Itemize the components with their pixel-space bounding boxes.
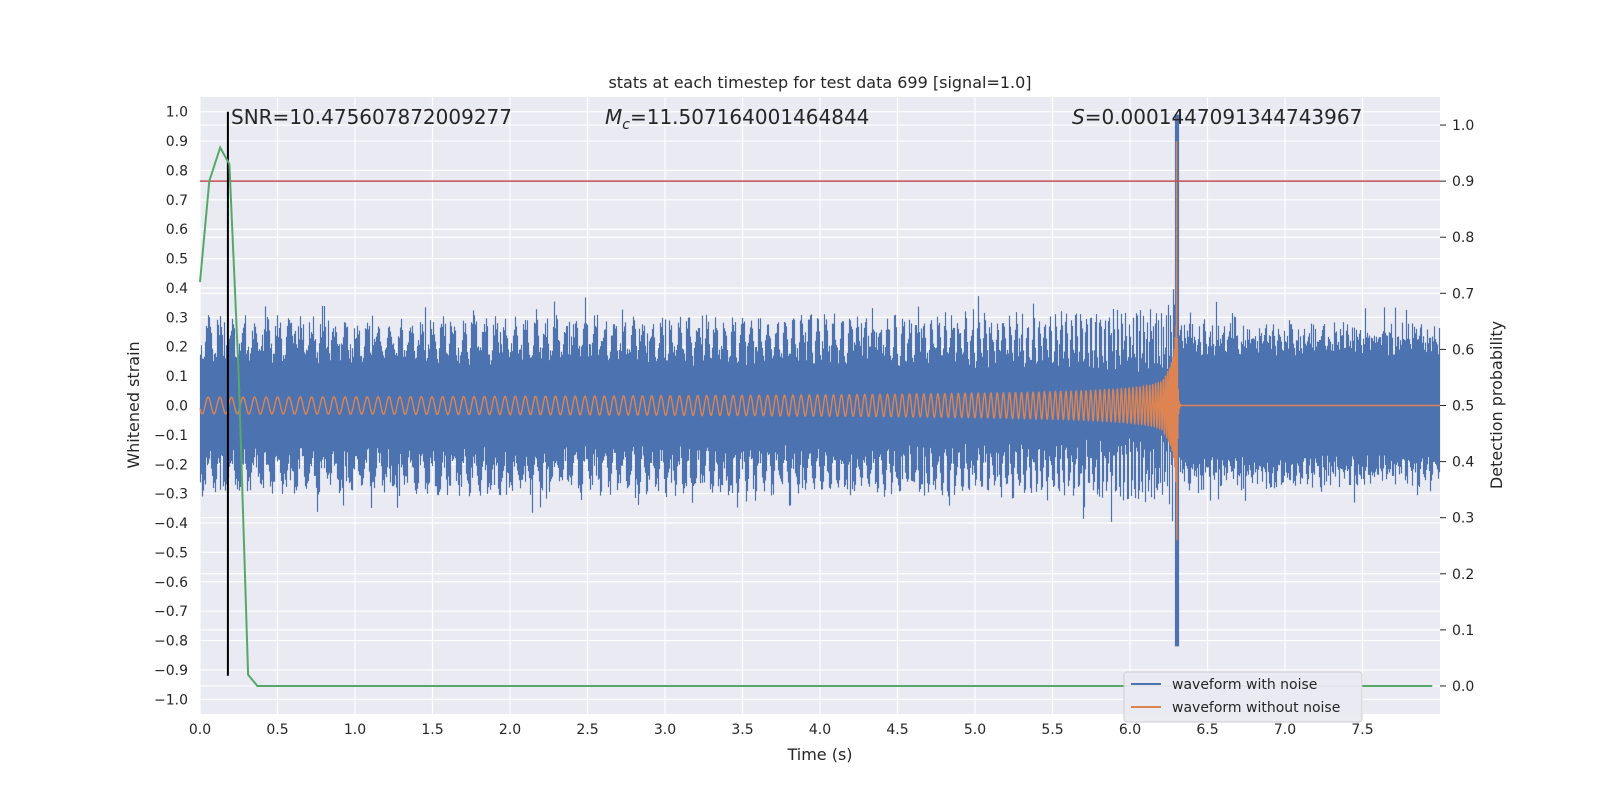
overlays: [199, 111, 1440, 687]
chart-title: stats at each timestep for test data 699…: [608, 73, 1031, 92]
x-axis-ticks: 0.0 0.5 1.0 1.5 2.0 2.5 3.0 3.5 4.0 4.5 5.0 5.5 6.0 6…: [189, 722, 1374, 738]
right-y-tick-label: 0.2: [1452, 567, 1474, 583]
chirp-mass-subscript: c: [622, 117, 630, 133]
right-y-tick-label: 0.6: [1452, 342, 1474, 358]
x-tick-label: 7.0: [1274, 722, 1296, 738]
snr-value: 10.475607872009277: [289, 105, 512, 129]
legend-box: [1123, 671, 1363, 723]
statistic-symbol: S: [1072, 105, 1085, 129]
legend: waveform with noise waveform without noi…: [1123, 671, 1363, 723]
series-waveform-without-noise: [199, 141, 1440, 541]
snr-annotation: SNR=10.475607872009277: [231, 105, 512, 129]
right-y-axis-ticks: 1.0 0.9 0.8 0.7 0.6 0.5 0.4 0.3 0.2 0.1 0.0: [1440, 118, 1474, 695]
y-tick-label: 1.0: [166, 105, 188, 121]
y-tick-label: 0.4: [166, 281, 188, 297]
right-y-tick-label: 0.7: [1452, 286, 1474, 302]
y-tick-label: −0.4: [154, 516, 188, 532]
y-tick-label: −0.2: [154, 457, 188, 473]
x-tick-label: 6.5: [1196, 722, 1218, 738]
right-y-tick-label: 1.0: [1452, 118, 1474, 134]
x-tick-label: 1.5: [421, 722, 443, 738]
right-y-tick-label: 0.1: [1452, 623, 1474, 639]
x-tick-label: 2.5: [576, 722, 598, 738]
y-tick-label: 0.9: [166, 134, 188, 150]
y-tick-label: 0.0: [166, 399, 188, 415]
x-tick-label: 3.5: [731, 722, 753, 738]
x-tick-label: 6.0: [1119, 722, 1141, 738]
chirp-mass-annotation: Mc=11.507164001464844: [605, 105, 869, 133]
y-tick-label: −0.3: [154, 487, 188, 503]
right-y-tick-label: 0.0: [1452, 679, 1474, 695]
x-axis-label: Time (s): [786, 745, 852, 764]
chirp-mass-symbol: M: [605, 105, 622, 129]
x-tick-label: 2.0: [499, 722, 521, 738]
statistic-value: =0.0001447091344743967: [1085, 105, 1363, 129]
y-tick-label: −0.1: [154, 428, 188, 444]
chirp-mass-value: =11.507164001464844: [630, 105, 869, 129]
x-tick-label: 4.0: [809, 722, 831, 738]
y-axis-label: Whitened strain: [124, 341, 143, 468]
y-tick-label: −1.0: [154, 692, 188, 708]
y-tick-label: 0.7: [166, 193, 188, 209]
x-tick-label: 4.5: [886, 722, 908, 738]
right-y-tick-label: 0.3: [1452, 511, 1474, 527]
legend-label-noisy: waveform with noise: [1172, 677, 1317, 693]
x-tick-label: 1.0: [344, 722, 366, 738]
right-y-tick-label: 0.5: [1452, 399, 1474, 415]
y-axis-ticks: 1.0 0.9 0.8 0.7 0.6 0.5 0.4 0.3 0.2 0.1 0.0 −0.1 −0.…: [154, 105, 188, 709]
right-y-tick-label: 0.9: [1452, 174, 1474, 190]
right-y-axis-label: Detection probability: [1487, 321, 1506, 489]
y-tick-label: 0.5: [166, 252, 188, 268]
x-tick-label: 3.0: [654, 722, 676, 738]
right-y-tick-label: 0.4: [1452, 455, 1474, 471]
x-tick-label: 5.5: [1041, 722, 1063, 738]
y-tick-label: −0.7: [154, 604, 188, 620]
x-tick-label: 0.0: [189, 722, 211, 738]
y-tick-label: −0.5: [154, 545, 188, 561]
right-y-tick-label: 0.8: [1452, 230, 1474, 246]
clean-waveform-line: [199, 141, 1440, 541]
snr-label: SNR=: [231, 105, 289, 129]
y-tick-label: −0.9: [154, 663, 188, 679]
detection-probability-line: [199, 144, 1433, 687]
y-tick-label: 0.8: [166, 163, 188, 179]
y-tick-label: 0.2: [166, 340, 188, 356]
legend-label-clean: waveform without noise: [1172, 700, 1340, 716]
y-tick-label: 0.6: [166, 222, 188, 238]
y-tick-label: 0.3: [166, 310, 188, 326]
x-tick-label: 0.5: [266, 722, 288, 738]
y-tick-label: −0.6: [154, 575, 188, 591]
x-tick-label: 7.5: [1351, 722, 1373, 738]
y-tick-label: 0.1: [166, 369, 188, 385]
y-tick-label: −0.8: [154, 634, 188, 650]
statistic-annotation: S=0.0001447091344743967: [1072, 105, 1362, 129]
x-tick-label: 5.0: [964, 722, 986, 738]
